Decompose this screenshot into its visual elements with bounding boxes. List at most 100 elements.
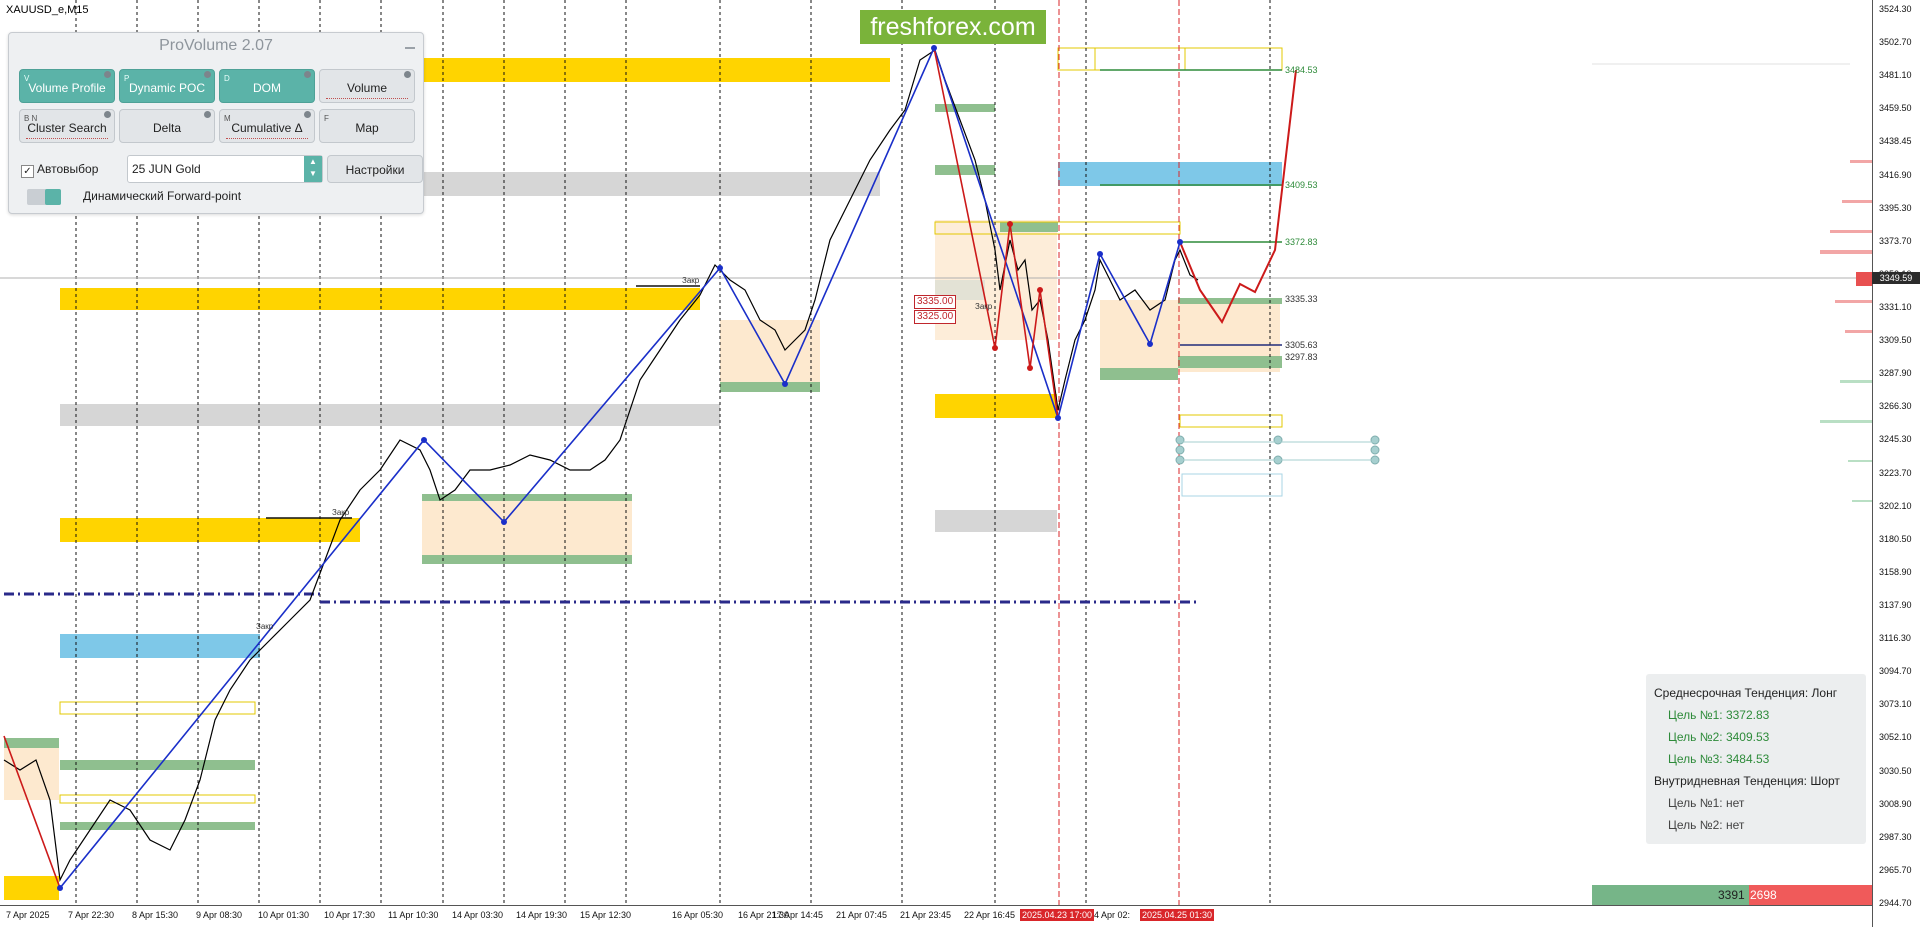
zigzag-blue bbox=[59, 45, 1181, 889]
level-label: 3305.63 bbox=[1285, 340, 1318, 350]
close-mark-label: Закр bbox=[256, 622, 274, 631]
map-button[interactable]: F Map bbox=[319, 109, 415, 143]
button-label: Настройки bbox=[345, 163, 405, 177]
close-mark-label: Закр bbox=[332, 508, 350, 517]
time-tick: 7 Apr 2025 bbox=[6, 910, 50, 920]
green-band bbox=[935, 165, 995, 175]
gear-icon[interactable] bbox=[204, 111, 211, 118]
button-label: DOM bbox=[253, 81, 281, 95]
price-tick: 2987.30 bbox=[1879, 832, 1912, 842]
time-tick: 21 Apr 07:45 bbox=[836, 910, 888, 920]
close-mark-label: Закр bbox=[682, 276, 700, 285]
price-tick: 3395.30 bbox=[1879, 203, 1912, 213]
price-tag: 3325.00 bbox=[914, 310, 957, 324]
spinner-icon[interactable]: ▲ ▼ bbox=[304, 156, 322, 182]
green-band bbox=[4, 738, 59, 748]
price-tag: 3335.00 bbox=[914, 295, 957, 309]
cluster-search-button[interactable]: B N Cluster Search bbox=[19, 109, 115, 143]
time-tick: 16 Apr 05:30 bbox=[672, 910, 724, 920]
buy-volume-bar bbox=[1592, 885, 1749, 905]
time-tick: 21 Apr 23:45 bbox=[900, 910, 952, 920]
price-tick: 3287.90 bbox=[1879, 368, 1912, 378]
gear-icon[interactable] bbox=[104, 71, 111, 78]
price-tick: 3331.10 bbox=[1879, 302, 1912, 312]
instrument-value: 25 JUN Gold bbox=[132, 162, 201, 176]
price-tick: 3052.10 bbox=[1879, 732, 1912, 742]
instrument-select[interactable]: 25 JUN Gold ▲ ▼ bbox=[127, 155, 323, 183]
pivot-points-red bbox=[992, 221, 1043, 371]
green-band bbox=[60, 760, 255, 770]
price-axis[interactable]: 3524.30 3502.70 3481.10 3459.50 3438.45 3416.… bbox=[1872, 0, 1920, 927]
blue-zone bbox=[60, 634, 260, 658]
minimize-icon[interactable] bbox=[405, 47, 415, 49]
level-label: 3484.53 bbox=[1285, 65, 1318, 75]
price-tick: 3266.30 bbox=[1879, 401, 1912, 411]
trend-info-panel: Среднесрочная Тенденция: Лонг Цель №1: 3… bbox=[1646, 674, 1866, 844]
time-highlight: 2025.04.23 17:00 bbox=[1020, 909, 1095, 921]
dynamic-poc-button[interactable]: P Dynamic POC bbox=[119, 69, 215, 103]
indicator-dots bbox=[326, 96, 408, 99]
green-band bbox=[1000, 222, 1058, 232]
level-label: 3372.83 bbox=[1285, 237, 1318, 247]
volume-profile-button[interactable]: V Volume Profile bbox=[19, 69, 115, 103]
price-tick: 3373.70 bbox=[1879, 236, 1912, 246]
intraday-target-1: Цель №1: нет bbox=[1668, 796, 1745, 810]
level-label: 3335.33 bbox=[1285, 294, 1318, 304]
price-tick: 3416.90 bbox=[1879, 170, 1912, 180]
price-tick: 3137.90 bbox=[1879, 600, 1912, 610]
green-band bbox=[935, 104, 995, 112]
time-tick: 9 Apr 08:30 bbox=[196, 910, 243, 920]
forward-point-label: Динамический Forward-point bbox=[83, 189, 242, 203]
time-tick: 17 Apr 14:45 bbox=[772, 910, 824, 920]
price-tick: 3438.45 bbox=[1879, 136, 1912, 146]
close-mark-label: Закр bbox=[975, 302, 993, 311]
time-tick: 8 Apr 15:30 bbox=[132, 910, 179, 920]
autoselect-checkbox[interactable]: ✓ Автовыбор bbox=[21, 159, 121, 179]
price-tick: 3008.90 bbox=[1879, 799, 1912, 809]
current-price-tag: 3349.59 bbox=[1872, 272, 1920, 284]
green-band bbox=[422, 494, 632, 501]
gear-icon[interactable] bbox=[304, 71, 311, 78]
time-axis[interactable]: 7 Apr 2025 7 Apr 22:30 8 Apr 15:30 9 Apr 08… bbox=[0, 905, 1872, 928]
medium-term-trend: Среднесрочная Тенденция: Лонг bbox=[1654, 686, 1838, 700]
cumulative-delta-button[interactable]: M Cumulative Δ bbox=[219, 109, 315, 143]
pivot-points bbox=[57, 45, 1183, 891]
delta-button[interactable]: Delta bbox=[119, 109, 215, 143]
gear-icon[interactable] bbox=[104, 111, 111, 118]
supply-zone bbox=[4, 876, 59, 900]
button-label: Cluster Search bbox=[27, 121, 107, 135]
volume-button[interactable]: Volume bbox=[319, 69, 415, 103]
price-tick: 3481.10 bbox=[1879, 70, 1912, 80]
dom-button[interactable]: D DOM bbox=[219, 69, 315, 103]
gear-icon[interactable] bbox=[404, 71, 411, 78]
gear-icon[interactable] bbox=[304, 111, 311, 118]
sell-volume-value: 2698 bbox=[1750, 888, 1777, 902]
price-tick: 3030.50 bbox=[1879, 766, 1912, 776]
settings-button[interactable]: Настройки bbox=[327, 155, 423, 183]
price-tick: 3309.50 bbox=[1879, 335, 1912, 345]
level-label: 3297.83 bbox=[1285, 352, 1318, 362]
time-tick: 14 Apr 19:30 bbox=[516, 910, 568, 920]
gray-zone bbox=[60, 404, 720, 426]
check-icon[interactable]: ✓ bbox=[21, 165, 34, 178]
target-3: Цель №3: 3484.53 bbox=[1668, 752, 1770, 766]
time-tick: 11 Apr 10:30 bbox=[388, 910, 439, 920]
provolume-panel: ProVolume 2.07 V Volume Profile P Dynami… bbox=[8, 32, 424, 214]
green-band bbox=[60, 822, 255, 830]
price-tick: 3180.50 bbox=[1879, 534, 1912, 544]
toggle-knob bbox=[45, 189, 61, 205]
gear-icon[interactable] bbox=[204, 71, 211, 78]
time-tick: 10 Apr 17:30 bbox=[324, 910, 376, 920]
blue-zone bbox=[1058, 162, 1282, 186]
button-label: Dynamic POC bbox=[128, 81, 205, 95]
forward-point-toggle[interactable] bbox=[27, 189, 61, 205]
green-band bbox=[720, 382, 820, 392]
time-tick: 10 Apr 01:30 bbox=[258, 910, 310, 920]
sell-volume-bar bbox=[1749, 885, 1872, 905]
price-tick: 3116.30 bbox=[1879, 633, 1911, 643]
time-tick: 22 Apr 16:45 bbox=[964, 910, 1016, 920]
price-tick: 3073.10 bbox=[1879, 699, 1912, 709]
highlight-separators bbox=[1058, 0, 1180, 905]
price-tick: 2944.70 bbox=[1879, 898, 1912, 908]
